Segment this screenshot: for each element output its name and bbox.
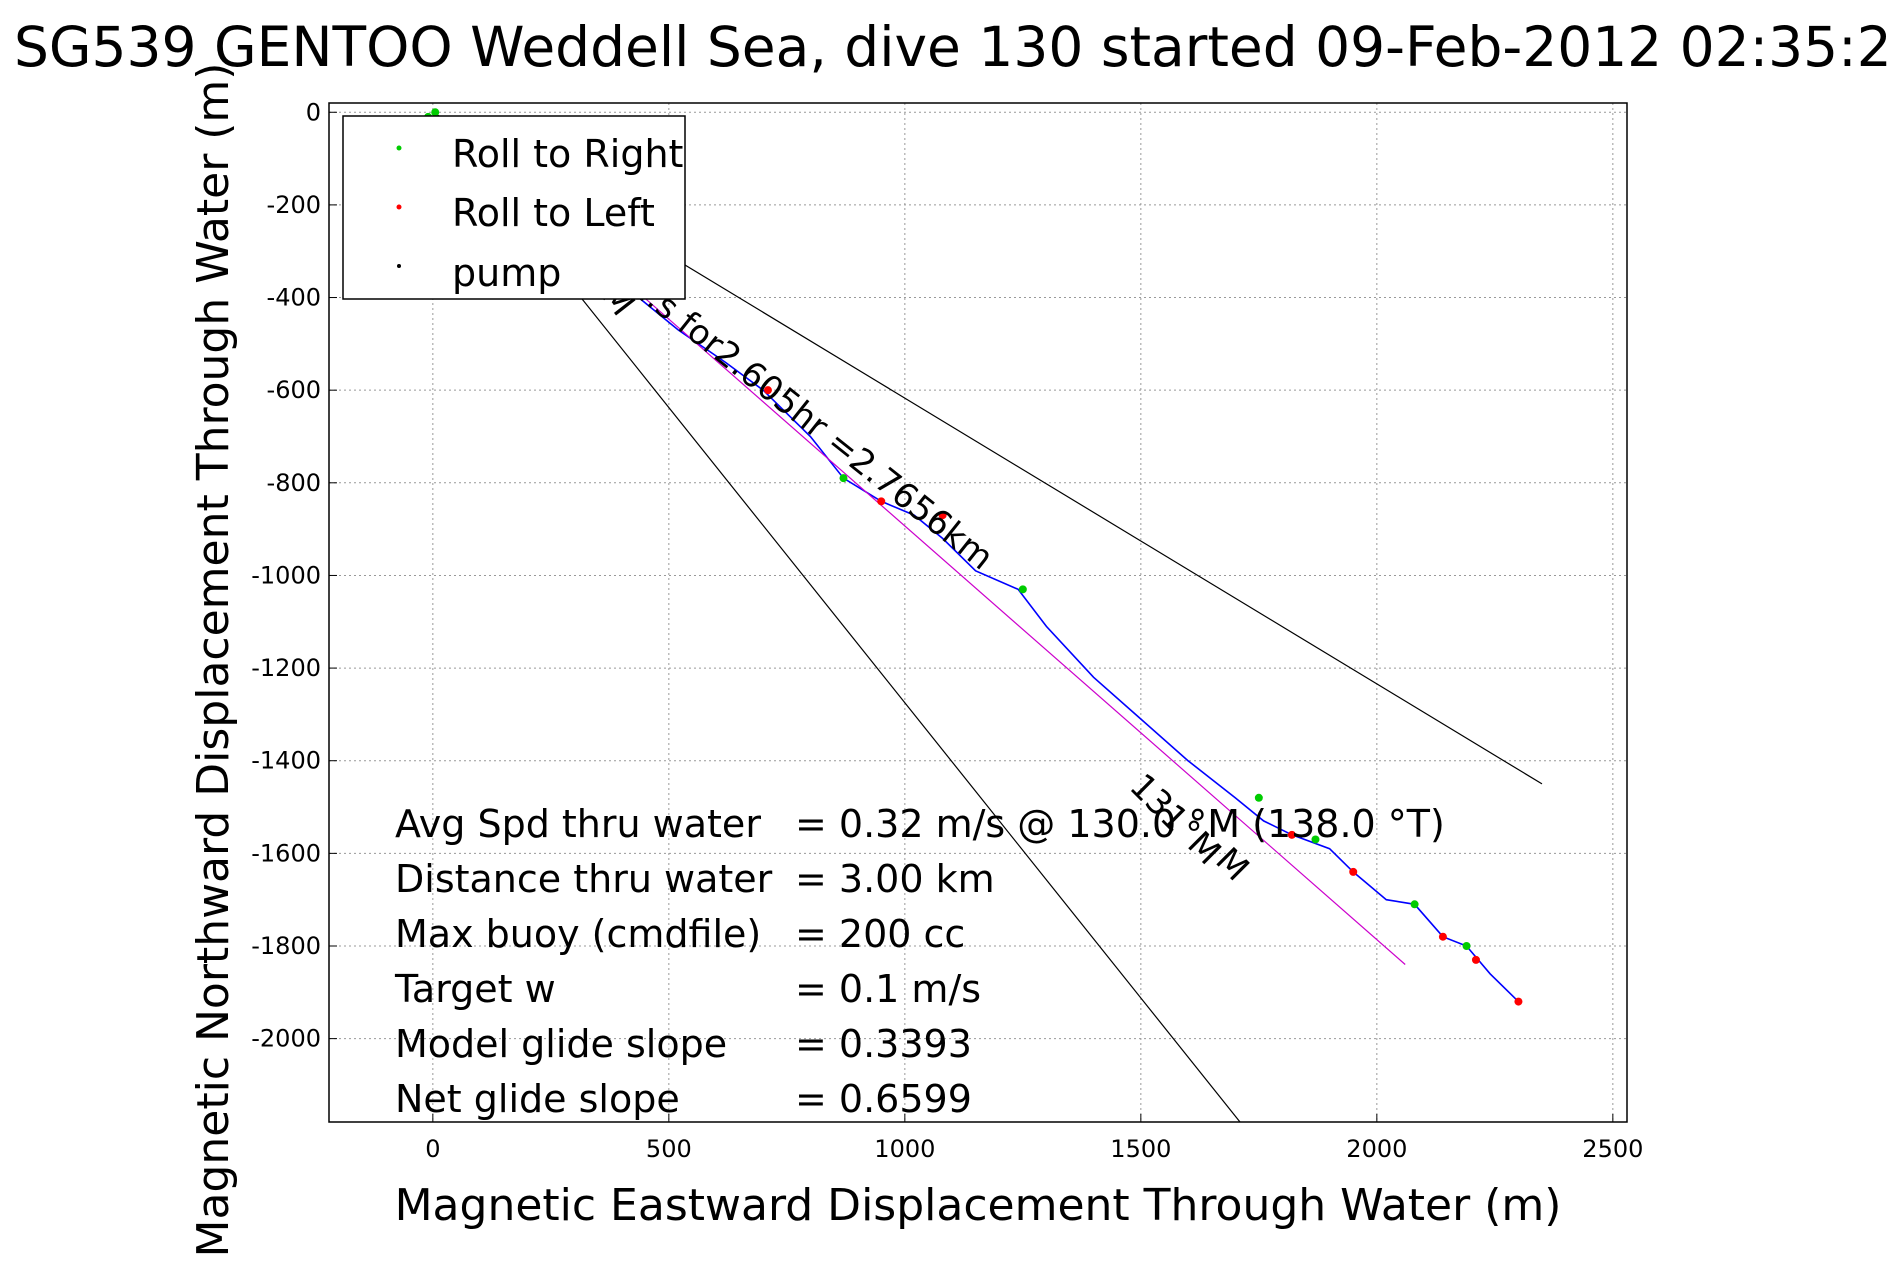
stats-block: Avg Spd thru water = 0.32 m/s @ 130.0 °M … xyxy=(394,802,1445,1121)
y-tick-label: -1400 xyxy=(251,747,321,775)
x-tick-labels: 0 500 1000 1500 2000 2500 xyxy=(425,1135,1643,1163)
roll-right-marker xyxy=(1311,835,1320,844)
roll-left-marker xyxy=(938,511,947,520)
y-axis-label: Magnetic Northward Displacement Through … xyxy=(188,63,239,1258)
y-tick-label: -1800 xyxy=(251,932,321,960)
stat-label: Target w xyxy=(394,967,556,1011)
x-tick-label: 2500 xyxy=(1582,1135,1643,1163)
roll-right-marker xyxy=(431,108,440,117)
x-tick-label: 2000 xyxy=(1346,1135,1407,1163)
roll-markers xyxy=(424,108,1523,1006)
y-tick-label: -1200 xyxy=(251,654,321,682)
roll-left-marker xyxy=(1514,997,1523,1006)
legend: Roll to Right Roll to Left pump xyxy=(342,115,686,300)
grid-lines xyxy=(329,103,1627,1122)
series-line-0 xyxy=(432,111,1519,1003)
legend-label-pump: pump xyxy=(452,251,561,295)
chart-title: SG539 GENTOO Weddell Sea, dive 130 start… xyxy=(14,15,1891,79)
stat-value: = 0.3393 xyxy=(795,1022,972,1066)
y-tick-label: -200 xyxy=(267,191,321,219)
x-tick-label: 1500 xyxy=(1110,1135,1171,1163)
stat-label: Model glide slope xyxy=(395,1022,727,1066)
y-tick-label: 0 xyxy=(306,98,321,126)
x-axis-label: Magnetic Eastward Displacement Through W… xyxy=(395,1180,1562,1231)
legend-marker-roll-left xyxy=(396,204,402,210)
stat-value: = 0.6599 xyxy=(795,1077,972,1121)
x-tick-label: 1000 xyxy=(874,1135,935,1163)
stat-label: Net glide slope xyxy=(395,1077,680,1121)
roll-left-marker xyxy=(763,386,772,395)
legend-marker-roll-right xyxy=(396,145,402,151)
y-tick-label: -600 xyxy=(267,376,321,404)
legend-label-roll-right: Roll to Right xyxy=(452,132,683,176)
axes-frame xyxy=(328,102,1628,1123)
legend-marker-pump xyxy=(397,264,401,268)
roll-left-marker xyxy=(1438,932,1447,941)
y-tick-label: -1000 xyxy=(251,561,321,589)
stat-value: = 3.00 km xyxy=(795,857,995,901)
stat-label: Avg Spd thru water xyxy=(395,802,761,846)
roll-left-marker xyxy=(1287,830,1296,839)
legend-label-roll-left: Roll to Left xyxy=(452,191,655,235)
y-tick-label: -2000 xyxy=(251,1025,321,1053)
roll-right-marker xyxy=(1018,585,1027,594)
roll-left-marker xyxy=(1471,955,1480,964)
stat-value: = 0.1 m/s xyxy=(795,967,981,1011)
roll-right-marker xyxy=(1410,900,1419,909)
stat-value: = 0.32 m/s @ 130.0 °M (138.0 °T) xyxy=(795,802,1445,846)
stat-label: Max buoy (cmdfile) xyxy=(395,912,761,956)
roll-left-marker xyxy=(1349,867,1358,876)
stat-value: = 200 cc xyxy=(795,912,965,956)
y-tick-label: -1600 xyxy=(251,839,321,867)
y-tick-labels: 0 -200 -400 -600 -800 -1000 -1200 -1400 -1600 -18… xyxy=(251,98,321,1052)
roll-left-marker xyxy=(877,497,886,506)
roll-right-marker xyxy=(1254,793,1263,802)
x-tick-label: 0 xyxy=(425,1135,440,1163)
y-tick-label: -800 xyxy=(267,469,321,497)
roll-right-marker xyxy=(839,474,848,483)
y-tick-label: -400 xyxy=(267,284,321,312)
x-tick-label: 500 xyxy=(646,1135,692,1163)
roll-right-marker xyxy=(1462,941,1471,950)
stat-label: Distance thru water xyxy=(395,857,773,901)
